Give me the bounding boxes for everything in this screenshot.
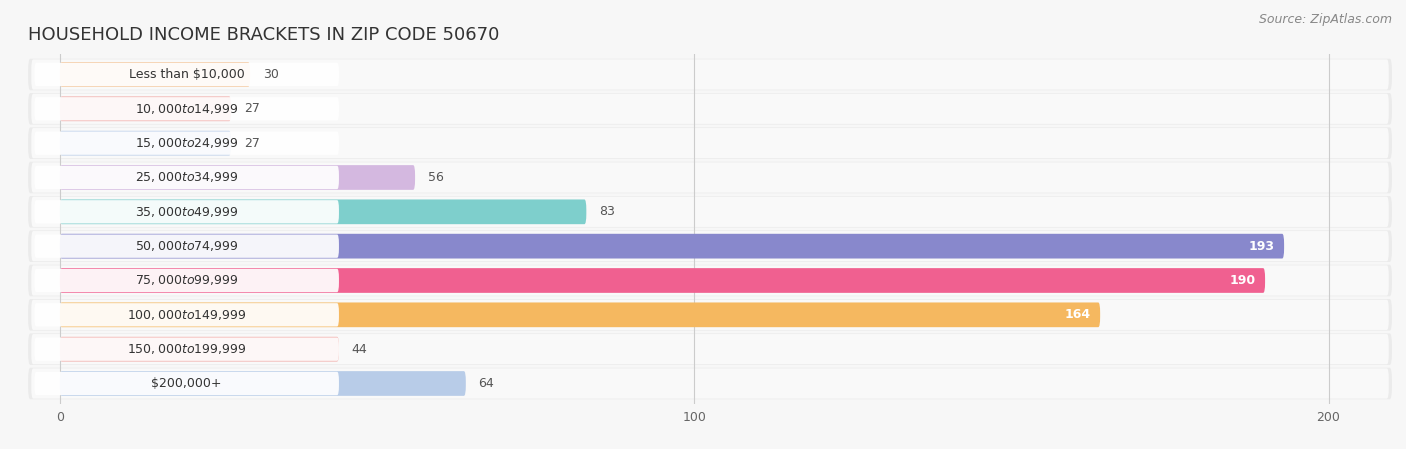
FancyBboxPatch shape xyxy=(31,128,1389,158)
FancyBboxPatch shape xyxy=(28,368,1392,399)
Text: 56: 56 xyxy=(427,171,444,184)
FancyBboxPatch shape xyxy=(28,265,1392,296)
FancyBboxPatch shape xyxy=(28,162,1392,193)
FancyBboxPatch shape xyxy=(60,303,1099,327)
Text: $15,000 to $24,999: $15,000 to $24,999 xyxy=(135,136,239,150)
FancyBboxPatch shape xyxy=(60,268,1265,293)
FancyBboxPatch shape xyxy=(31,265,1389,295)
FancyBboxPatch shape xyxy=(31,163,1389,193)
Text: $35,000 to $49,999: $35,000 to $49,999 xyxy=(135,205,239,219)
Text: 193: 193 xyxy=(1249,240,1275,253)
Text: 27: 27 xyxy=(243,102,260,115)
FancyBboxPatch shape xyxy=(31,197,1389,227)
FancyBboxPatch shape xyxy=(28,333,1392,365)
FancyBboxPatch shape xyxy=(28,128,1392,159)
FancyBboxPatch shape xyxy=(60,165,415,190)
FancyBboxPatch shape xyxy=(35,338,339,361)
Text: $50,000 to $74,999: $50,000 to $74,999 xyxy=(135,239,239,253)
FancyBboxPatch shape xyxy=(60,131,231,155)
Text: 30: 30 xyxy=(263,68,278,81)
Text: $200,000+: $200,000+ xyxy=(152,377,222,390)
Text: 64: 64 xyxy=(478,377,495,390)
FancyBboxPatch shape xyxy=(35,372,339,395)
FancyBboxPatch shape xyxy=(28,59,1392,90)
FancyBboxPatch shape xyxy=(35,303,339,326)
FancyBboxPatch shape xyxy=(60,97,231,121)
Text: $150,000 to $199,999: $150,000 to $199,999 xyxy=(127,342,246,356)
FancyBboxPatch shape xyxy=(35,234,339,258)
FancyBboxPatch shape xyxy=(60,371,465,396)
Text: 190: 190 xyxy=(1229,274,1256,287)
Text: $100,000 to $149,999: $100,000 to $149,999 xyxy=(127,308,246,322)
FancyBboxPatch shape xyxy=(28,230,1392,262)
FancyBboxPatch shape xyxy=(31,334,1389,364)
Text: HOUSEHOLD INCOME BRACKETS IN ZIP CODE 50670: HOUSEHOLD INCOME BRACKETS IN ZIP CODE 50… xyxy=(28,26,499,44)
Text: Less than $10,000: Less than $10,000 xyxy=(129,68,245,81)
FancyBboxPatch shape xyxy=(35,200,339,224)
Text: $25,000 to $34,999: $25,000 to $34,999 xyxy=(135,171,239,185)
Text: 27: 27 xyxy=(243,136,260,150)
FancyBboxPatch shape xyxy=(28,196,1392,228)
FancyBboxPatch shape xyxy=(31,94,1389,124)
FancyBboxPatch shape xyxy=(35,63,339,86)
FancyBboxPatch shape xyxy=(60,199,586,224)
FancyBboxPatch shape xyxy=(35,269,339,292)
Text: $75,000 to $99,999: $75,000 to $99,999 xyxy=(135,273,239,287)
FancyBboxPatch shape xyxy=(28,93,1392,125)
FancyBboxPatch shape xyxy=(28,299,1392,330)
FancyBboxPatch shape xyxy=(35,132,339,155)
FancyBboxPatch shape xyxy=(60,337,339,361)
Text: $10,000 to $14,999: $10,000 to $14,999 xyxy=(135,102,239,116)
FancyBboxPatch shape xyxy=(31,300,1389,330)
FancyBboxPatch shape xyxy=(31,368,1389,399)
FancyBboxPatch shape xyxy=(35,166,339,189)
FancyBboxPatch shape xyxy=(35,97,339,120)
Text: Source: ZipAtlas.com: Source: ZipAtlas.com xyxy=(1258,13,1392,26)
Text: 83: 83 xyxy=(599,205,614,218)
FancyBboxPatch shape xyxy=(31,59,1389,90)
Text: 164: 164 xyxy=(1064,308,1091,321)
FancyBboxPatch shape xyxy=(60,62,250,87)
FancyBboxPatch shape xyxy=(60,234,1284,259)
Text: 44: 44 xyxy=(352,343,367,356)
FancyBboxPatch shape xyxy=(31,231,1389,261)
